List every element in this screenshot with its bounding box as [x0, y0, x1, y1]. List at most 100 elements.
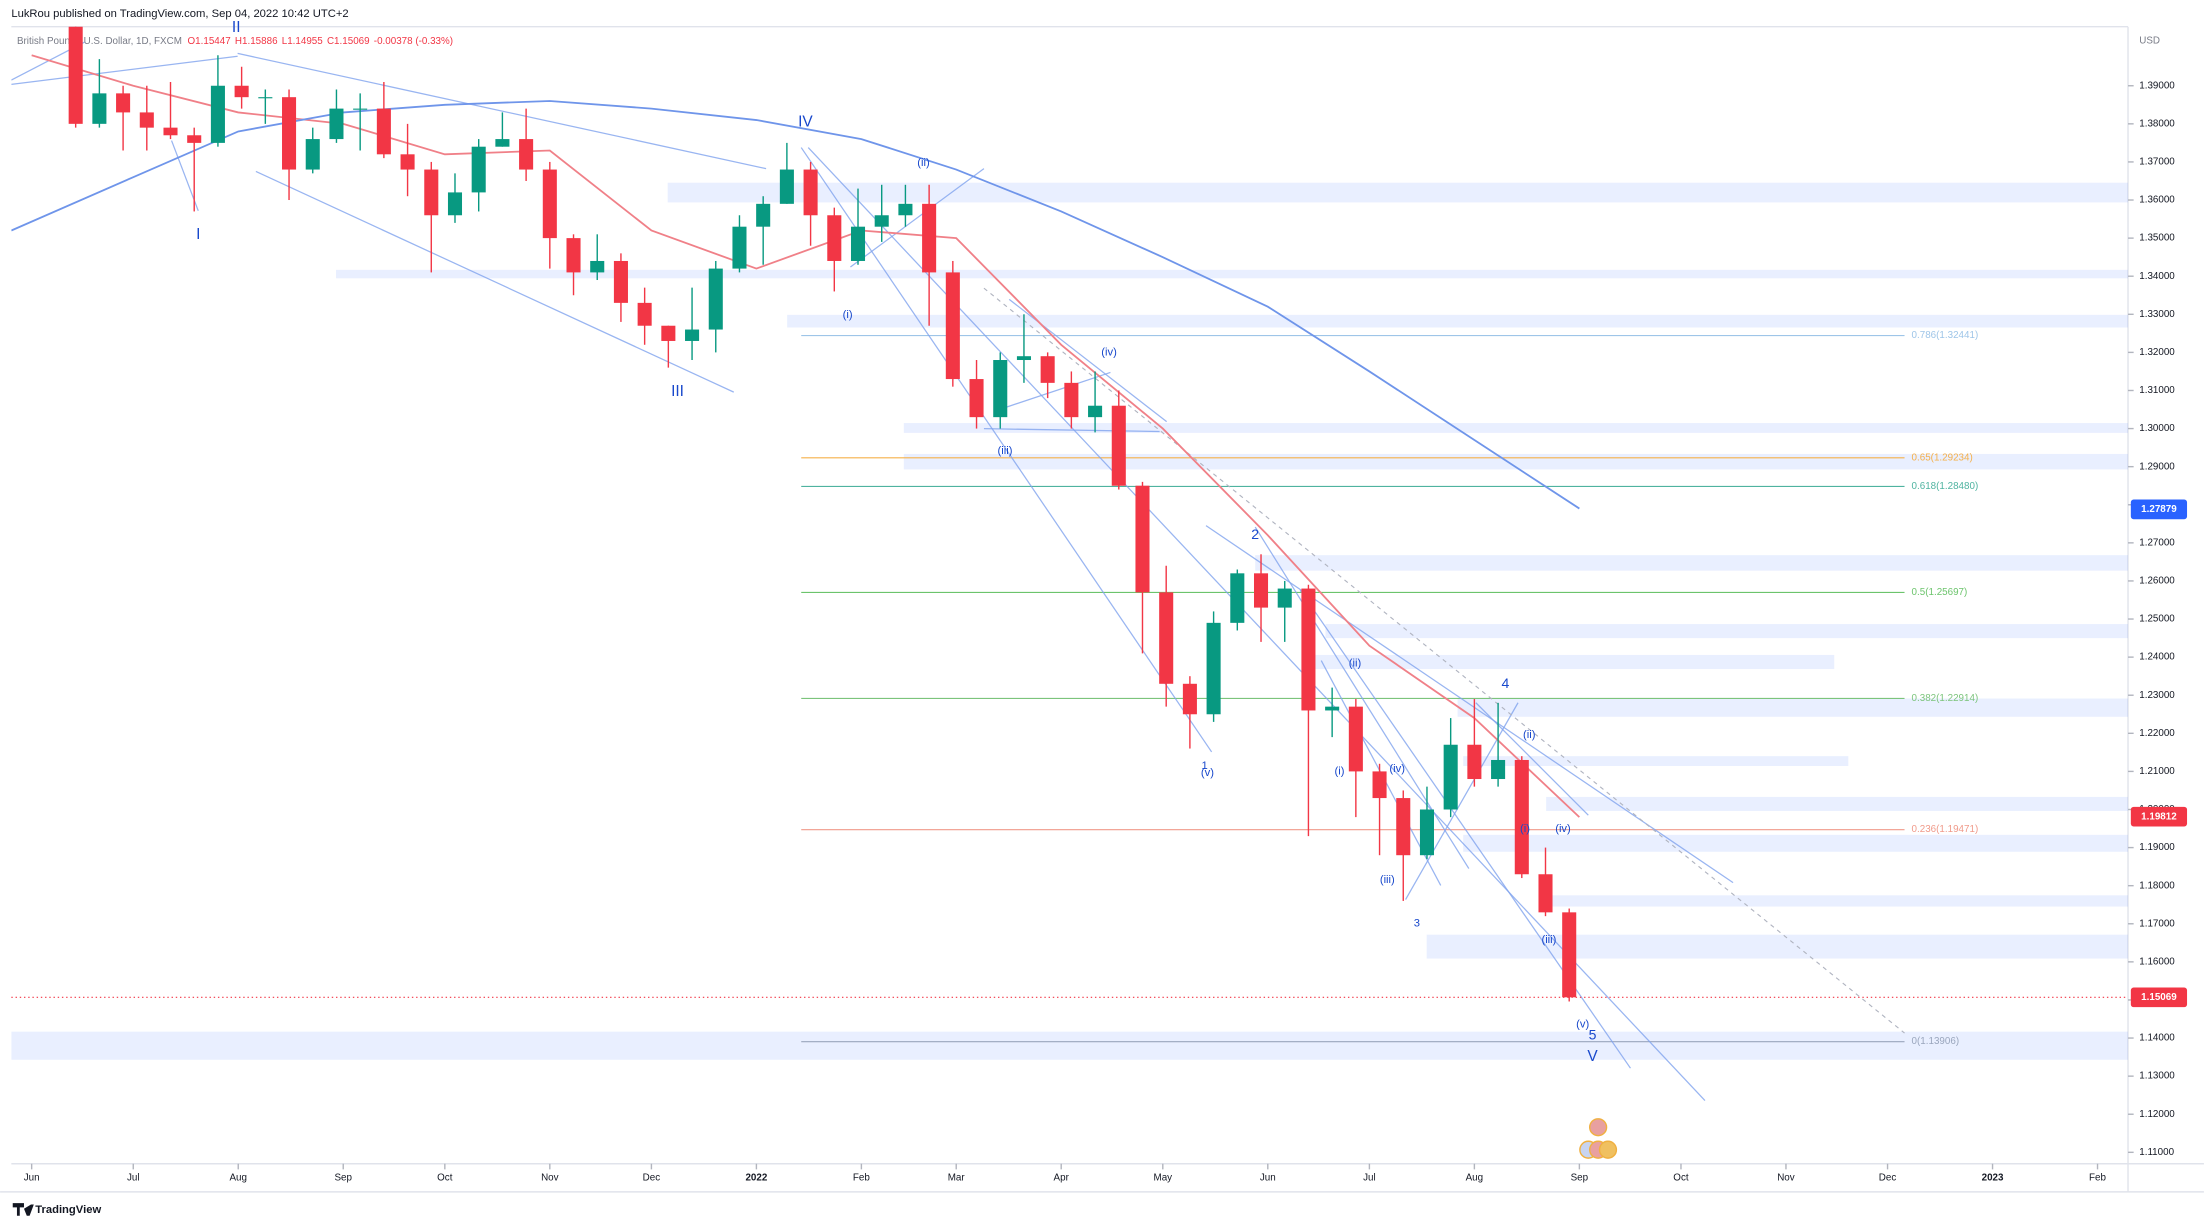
- candle-body: [732, 226, 747, 269]
- flag-icon: [1598, 1140, 1618, 1159]
- candle-body: [542, 169, 557, 239]
- wave-label: 1: [1201, 760, 1207, 772]
- candle-body: [1111, 405, 1126, 486]
- trendline: [11, 55, 238, 85]
- candle-body: [1016, 356, 1031, 361]
- candle-body: [708, 268, 723, 330]
- zone: [903, 423, 2129, 433]
- price-label-box: [2130, 806, 2188, 827]
- trendline: [850, 168, 985, 268]
- candle-body: [590, 260, 605, 273]
- zone: [667, 182, 2129, 203]
- wave-label: (iii): [1380, 874, 1395, 886]
- y-tick-label: 1.27000: [2139, 537, 2175, 548]
- x-tick-label: 2023: [1982, 1172, 2004, 1183]
- y-tick-label: 1.18000: [2139, 880, 2175, 891]
- wave-label: 5: [1589, 1027, 1597, 1043]
- zone: [787, 314, 2129, 328]
- y-tick-label: 1.16000: [2139, 956, 2175, 967]
- price-label-box: [2130, 987, 2188, 1008]
- x-tick-label: Sep: [1571, 1172, 1589, 1183]
- candle-body: [519, 139, 534, 170]
- x-tick-label: Oct: [437, 1172, 453, 1183]
- candle-body: [116, 93, 131, 113]
- wave-label: (iv): [1555, 823, 1571, 835]
- candle-body: [898, 203, 913, 216]
- fib-label: 0.65(1.29234): [1912, 452, 1973, 463]
- trendline: [1405, 702, 1519, 900]
- y-tick-label: 1.34000: [2139, 271, 2175, 282]
- candle-body: [1562, 912, 1577, 998]
- price-label: 1.19812: [2141, 811, 2177, 822]
- logo-icon: [12, 1203, 34, 1216]
- x-tick-label: Nov: [541, 1172, 559, 1183]
- x-tick-label: Apr: [1054, 1172, 1070, 1183]
- candle-body: [637, 302, 652, 326]
- trendline: [1004, 371, 1111, 409]
- wave-label: (iii): [998, 445, 1013, 457]
- x-tick-label: Jul: [127, 1172, 140, 1183]
- wave-label: IV: [798, 113, 813, 130]
- ohlc: C1.15069: [327, 35, 370, 46]
- candle-body: [1040, 356, 1055, 383]
- candle-body: [1135, 485, 1150, 593]
- logo-text: TradingView: [35, 1204, 101, 1216]
- plot-area: [11, 26, 2129, 1101]
- wave-label: (i): [843, 309, 853, 321]
- y-tick-label: 1.25000: [2139, 614, 2175, 625]
- y-tick-label: 1.13000: [2139, 1071, 2175, 1082]
- candle-body: [1206, 622, 1221, 715]
- wave-label: III: [671, 383, 684, 400]
- candle-body: [92, 93, 107, 124]
- trendline: [255, 170, 735, 393]
- x-tick-label: Jun: [1260, 1172, 1276, 1183]
- x-tick-label: Oct: [1673, 1172, 1689, 1183]
- candle-body: [187, 135, 202, 143]
- x-tick-label: Aug: [1466, 1172, 1484, 1183]
- wave-label: (i): [1520, 823, 1530, 835]
- y-tick-label: 1.39000: [2139, 80, 2175, 91]
- y-tick-label: 1.26000: [2139, 576, 2175, 587]
- candle-body: [803, 169, 818, 216]
- wave-label: (iv): [1389, 763, 1405, 775]
- wave-label: I: [196, 226, 200, 243]
- trendline: [983, 428, 1160, 433]
- publisher: LukRou published on TradingView.com, Sep…: [11, 8, 348, 20]
- ohlc: -0.00378 (-0.33%): [374, 35, 453, 46]
- candle-body: [282, 97, 297, 170]
- x-tick-label: Dec: [1879, 1172, 1897, 1183]
- y-tick-label: 1.31000: [2139, 385, 2175, 396]
- candle-body: [424, 169, 439, 216]
- candle-body: [1301, 588, 1316, 711]
- candle-body: [969, 379, 984, 418]
- fib-label: 0.236(1.19471): [1912, 824, 1979, 835]
- wave-label: (iv): [1101, 347, 1117, 359]
- zone: [1546, 895, 2129, 907]
- trendline: [1205, 525, 1734, 884]
- candle-body: [945, 272, 960, 380]
- candle-body: [1064, 382, 1079, 418]
- y-tick-label: 1.21000: [2139, 766, 2175, 777]
- y-tick-label: 1.24000: [2139, 652, 2175, 663]
- zone: [1426, 934, 2129, 959]
- zone: [336, 269, 2129, 279]
- y-tick-label: 1.36000: [2139, 195, 2175, 206]
- price-label: 1.15069: [2141, 992, 2177, 1003]
- zone: [1304, 654, 1835, 670]
- candle-body: [874, 215, 889, 227]
- wave-label: (i): [1335, 766, 1345, 778]
- fib-label: 0.618(1.28480): [1912, 481, 1979, 492]
- wave-label: (iii): [1541, 934, 1556, 946]
- candle-body: [1443, 744, 1458, 810]
- candle-body: [495, 139, 510, 147]
- x-tick-label: Mar: [948, 1172, 966, 1183]
- wave-label: 2: [1251, 526, 1259, 542]
- candle-body: [139, 112, 154, 128]
- y-tick-label: 1.35000: [2139, 233, 2175, 244]
- y-tick-label: 1.11000: [2139, 1147, 2174, 1158]
- candle-body: [353, 108, 368, 110]
- zone: [1457, 698, 2129, 717]
- candle-body: [922, 203, 937, 273]
